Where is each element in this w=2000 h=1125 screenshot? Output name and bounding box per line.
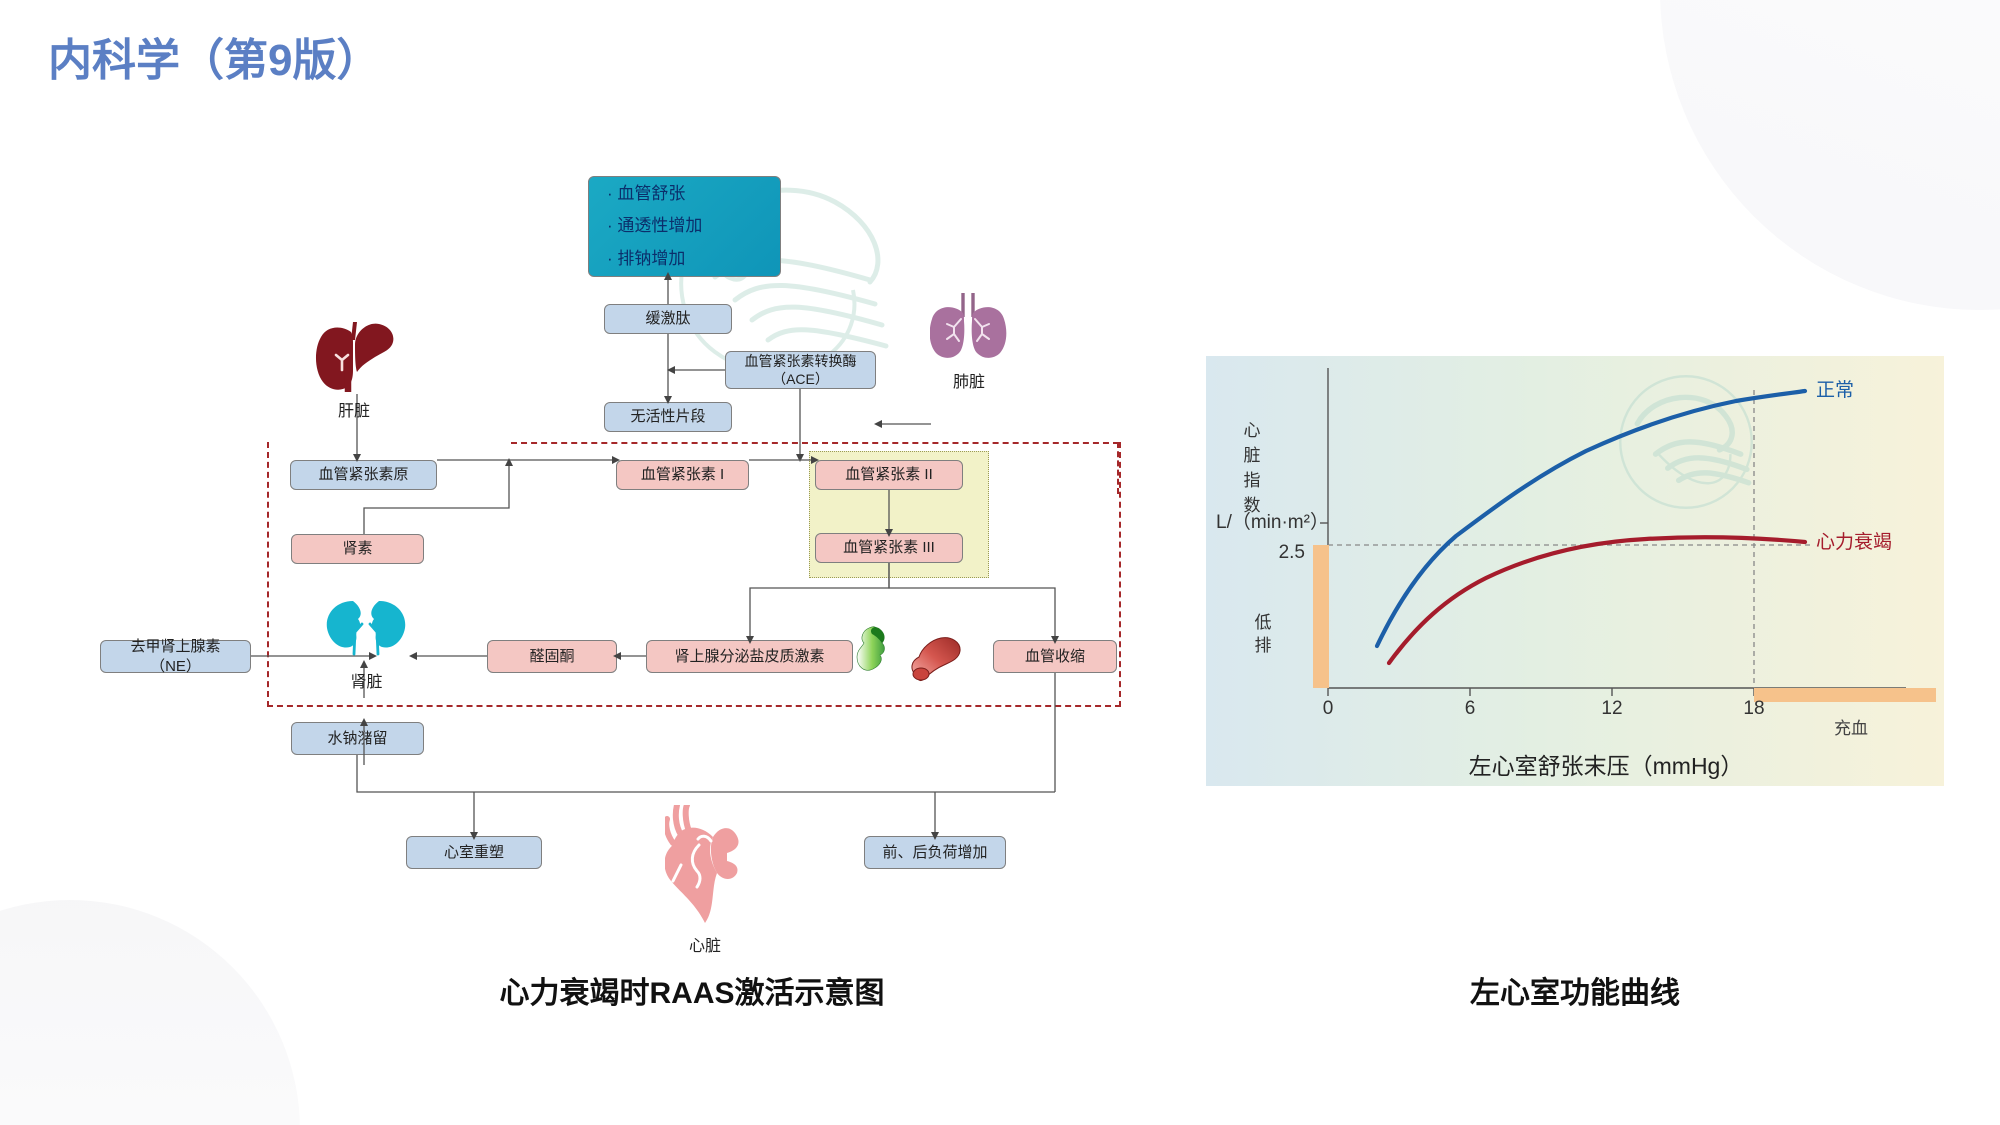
svg-text:心: 心 [1244, 421, 1261, 440]
svg-text:心力衰竭: 心力衰竭 [1816, 531, 1892, 553]
svg-text:左心室舒张末压（mmHg）: 左心室舒张末压（mmHg） [1469, 753, 1744, 779]
svg-text:脏: 脏 [1244, 446, 1261, 465]
svg-text:正常: 正常 [1816, 379, 1854, 401]
svg-text:充血: 充血 [1834, 719, 1868, 738]
svg-text:0: 0 [1323, 698, 1334, 719]
svg-text:18: 18 [1743, 698, 1764, 719]
svg-text:指: 指 [1244, 471, 1261, 490]
svg-text:低: 低 [1255, 613, 1272, 632]
svg-text:排: 排 [1255, 636, 1272, 655]
svg-text:L/（min·m²）: L/（min·m²） [1216, 511, 1329, 533]
svg-text:2.5: 2.5 [1279, 542, 1305, 563]
svg-text:12: 12 [1601, 698, 1622, 719]
svg-text:6: 6 [1465, 698, 1476, 719]
